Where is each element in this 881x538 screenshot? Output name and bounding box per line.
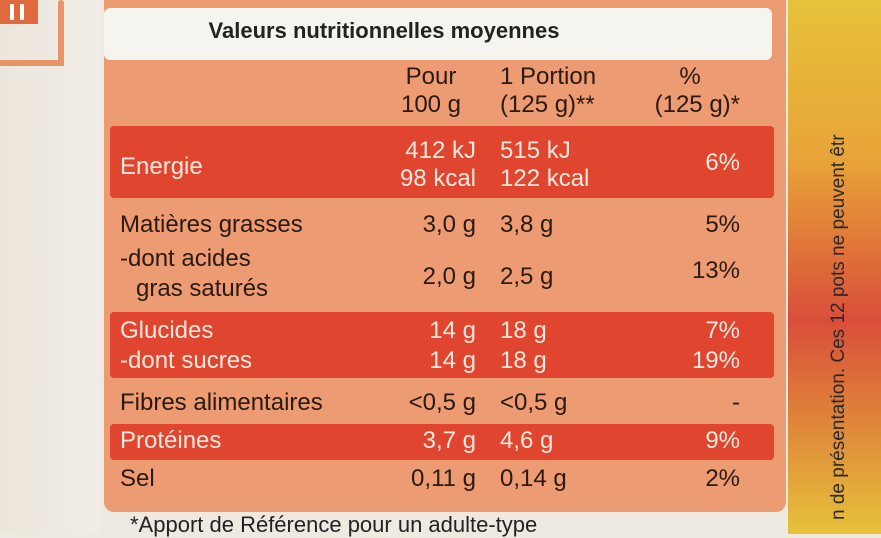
header-pct: % [679,63,701,90]
footnote: *Apport de Référence pour un adulte-type [130,512,538,537]
label-glucides: Glucides [120,317,214,344]
fibres-port: <0,5 g [500,389,568,416]
label-proteines: Protéines [120,427,222,454]
header-100g: 100 g [400,91,462,118]
decor-stick-h [0,60,64,66]
acides-pct: 13% [691,257,740,284]
energie-port-kcal: 122 kcal [500,165,590,192]
row-band-glucides [110,312,774,378]
header-portion: 1 Portion [500,63,597,90]
packaging-left [0,0,100,534]
proteines-pct: 9% [705,427,740,454]
fruit-illustration [788,0,881,534]
table-title: Valeurs nutritionnelles moyennes [208,18,560,43]
sel-100: 0,11 g [411,465,476,492]
label-acides-1: -dont acides [120,245,251,272]
label-sucres: -dont sucres [120,347,253,374]
logo-mark [0,0,38,24]
energie-100-kcal: 98 kcal [399,165,476,192]
acides-100: 2,0 g [422,263,476,290]
sucres-pct: 19% [691,347,740,374]
label-acides-2: gras saturés [136,275,269,302]
header-125g: (125 g)** [500,91,595,118]
fibres-100: <0,5 g [408,389,476,416]
sucres-100: 14 g [429,347,476,374]
sel-pct: 2% [705,465,740,492]
proteines-port: 4,6 g [500,427,554,454]
row-band-energie [110,126,774,198]
header-pour: Pour [405,63,457,90]
energie-100-kj: 412 kJ [405,137,476,164]
row-band-proteines [110,424,774,460]
glucides-100: 14 g [429,317,476,344]
fibres-pct: - [732,389,740,416]
decor-stick-v [58,0,64,66]
matieres-100: 3,0 g [422,211,476,238]
title-box: Valeurs nutritionnelles moyennes [104,8,772,60]
label-fibres: Fibres alimentaires [120,389,323,416]
proteines-100: 3,7 g [422,427,476,454]
acides-port: 2,5 g [500,263,554,290]
energie-pct: 6% [705,149,740,176]
sucres-port: 18 g [500,347,547,374]
glucides-port: 18 g [500,317,547,344]
label-matieres: Matières grasses [120,211,303,238]
label-sel: Sel [120,465,155,492]
label-energie: Energie [120,153,203,180]
glucides-pct: 7% [705,317,740,344]
header-pct-125g: (125 g)* [654,91,740,118]
energie-port-kj: 515 kJ [500,137,571,164]
matieres-port: 3,8 g [500,211,554,238]
sel-port: 0,14 g [500,465,567,492]
matieres-pct: 5% [705,211,740,238]
side-text: n de présentation. Ces 12 pots ne peuven… [828,134,849,520]
